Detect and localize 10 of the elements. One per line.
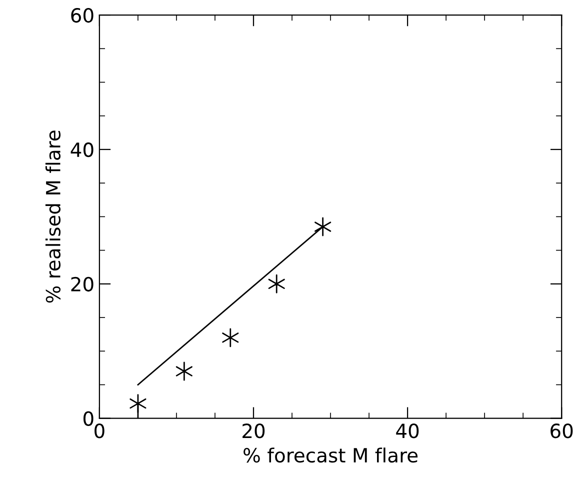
x-axis-title: % forecast M flare (244, 448, 418, 463)
x-tick-label: 40 (396, 424, 419, 438)
y-tick-label: 0 (84, 411, 94, 426)
x-tick-label: 0 (94, 424, 104, 438)
y-tick-label: 20 (71, 276, 94, 292)
y-axis-title: % realised M flare (45, 130, 61, 303)
y-tick-label: 60 (71, 8, 94, 23)
x-tick-label: 60 (550, 424, 573, 438)
x-tick-label: 20 (242, 424, 265, 438)
y-tick-label: 40 (70, 142, 94, 158)
